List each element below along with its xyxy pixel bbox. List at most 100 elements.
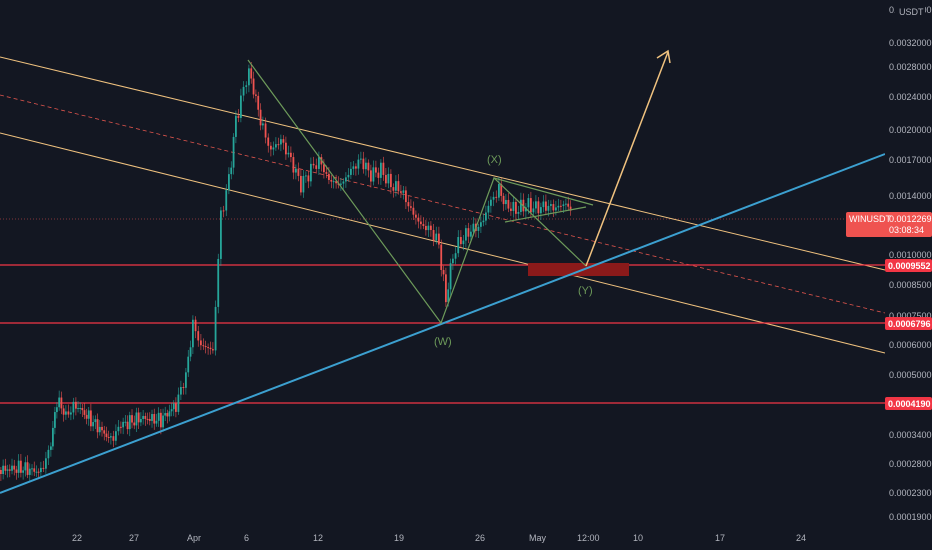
candle-body <box>500 184 503 196</box>
candle-body <box>510 208 512 211</box>
candle-body <box>305 175 307 177</box>
candle-body <box>242 86 245 96</box>
price-tick: 0.0032000 <box>889 38 932 48</box>
candle-body <box>85 414 88 419</box>
candle-body <box>257 95 260 110</box>
candle-body <box>540 207 542 214</box>
candle-body <box>170 409 173 412</box>
candle-body <box>98 426 101 433</box>
candle-body <box>422 224 425 226</box>
candle-body <box>128 415 131 430</box>
wave-label-w: (W) <box>434 336 452 348</box>
level-tag-3-label: 0.0004190 <box>888 399 931 409</box>
candle-body <box>209 347 212 350</box>
candle-body <box>40 467 42 473</box>
candle-body <box>385 174 387 184</box>
candle-body <box>81 407 84 411</box>
candle-body <box>465 228 467 241</box>
projection-arrow-line[interactable] <box>585 51 669 267</box>
candle-body <box>105 433 108 438</box>
candle-body <box>542 201 545 208</box>
candle-body <box>20 460 22 473</box>
candle-body <box>166 413 169 417</box>
time-tick: May <box>529 533 547 543</box>
candle-body <box>264 123 267 138</box>
candle-body <box>537 201 540 214</box>
candle-body <box>567 203 570 207</box>
candle-body <box>449 263 452 290</box>
wxy-wave-path[interactable] <box>247 59 587 325</box>
candle-body <box>148 419 151 421</box>
candle-body <box>347 174 350 178</box>
candle-body <box>445 274 447 303</box>
level-tag-1 <box>885 259 932 272</box>
candle-body <box>232 136 235 168</box>
candle-body <box>454 253 457 259</box>
time-axis[interactable]: 22 27 Apr 6 12 19 26 May 12:00 10 17 24 <box>72 533 806 543</box>
candle-body <box>392 187 395 191</box>
candle-body <box>330 179 333 182</box>
candle-body <box>318 157 320 169</box>
candle-body <box>390 173 392 188</box>
candle-body <box>164 413 167 416</box>
candle-body <box>83 410 86 415</box>
candle-body <box>350 168 352 175</box>
candle-body <box>140 419 142 423</box>
channel-midline[interactable] <box>0 94 886 314</box>
time-tick: 12:00 <box>577 533 600 543</box>
channel-upper-line[interactable] <box>0 56 886 271</box>
candle-body <box>360 158 362 160</box>
candle-body <box>355 166 357 169</box>
candle-body <box>410 206 412 208</box>
candle-body <box>54 412 56 428</box>
candle-body <box>160 412 162 428</box>
candle-body <box>56 407 58 413</box>
candle-body <box>155 420 158 424</box>
candle-countdown: 03:08:34 <box>889 225 924 235</box>
candle-body <box>31 468 33 470</box>
candle-body <box>310 163 312 182</box>
candle-body <box>477 226 480 231</box>
candle-body <box>290 152 292 158</box>
candle-body <box>103 430 106 434</box>
candle-body <box>277 144 280 146</box>
candle-body <box>397 181 400 192</box>
candle-body <box>565 203 567 205</box>
channel-lower-line[interactable] <box>0 132 886 354</box>
candle-body <box>77 408 79 410</box>
candle-body <box>420 221 422 225</box>
level-tag-2 <box>885 317 932 330</box>
candle-body <box>302 176 305 193</box>
time-tick: 24 <box>796 533 806 543</box>
candle-body <box>569 206 572 211</box>
candle-body <box>222 210 225 212</box>
candle-body <box>285 142 287 155</box>
time-tick: 6 <box>244 533 249 543</box>
time-tick: Apr <box>187 533 201 543</box>
candle-body <box>142 415 145 420</box>
candle-body <box>240 95 242 118</box>
ascending-trendline[interactable] <box>0 153 886 494</box>
candle-body <box>555 207 557 211</box>
candle-body <box>15 469 18 473</box>
candle-body <box>192 319 194 348</box>
candle-body <box>115 431 117 441</box>
candle-body <box>517 211 520 214</box>
candle-body <box>26 462 29 475</box>
quote-currency-label: USDT <box>899 7 924 17</box>
candle-body <box>452 258 454 264</box>
triangle-lower-edge[interactable] <box>504 206 587 223</box>
target-zone-box[interactable] <box>528 263 629 276</box>
triangle-upper-edge[interactable] <box>493 177 594 206</box>
candle-body <box>440 244 443 270</box>
level-tag-2-label: 0.0006796 <box>888 319 931 329</box>
candle-body <box>94 419 97 423</box>
candle-body <box>262 123 264 126</box>
candle-body <box>472 223 475 232</box>
candle-body <box>24 462 27 471</box>
candle-body <box>250 68 253 79</box>
price-axis[interactable]: 0.0040000 USDT 0.0032000 0.0028000 0.002… <box>846 0 932 528</box>
candle-body <box>255 94 257 96</box>
candle-body <box>60 397 63 409</box>
